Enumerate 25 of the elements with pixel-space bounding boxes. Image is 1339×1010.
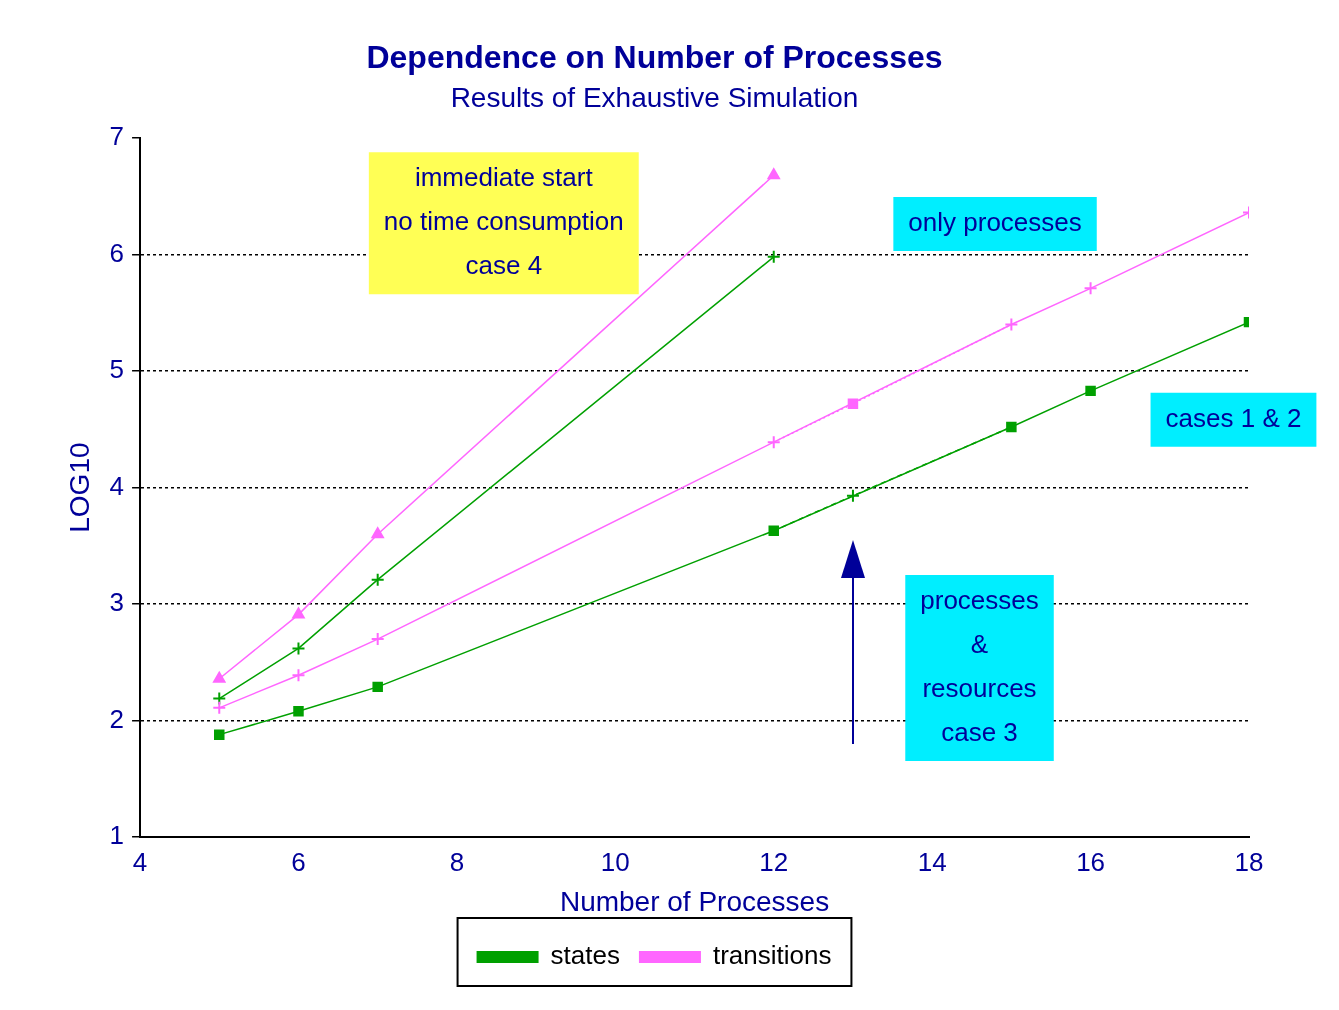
x-tick-label: 8 bbox=[449, 846, 465, 877]
x-tick-label: 6 bbox=[291, 846, 306, 877]
y-tick-label: 1 bbox=[109, 820, 125, 851]
annotation: immediate start no time consumption case 4 bbox=[383, 162, 624, 281]
y-tick-label: 3 bbox=[109, 587, 125, 618]
x-tick-label: 18 bbox=[1234, 846, 1264, 877]
y-tick-label: 4 bbox=[109, 470, 125, 501]
annotation: processes & resources case 3 bbox=[920, 585, 1039, 748]
annotation: cases 1 & 2 bbox=[1165, 402, 1302, 433]
x-tick-label: 12 bbox=[759, 846, 789, 877]
y-tick-label: 7 bbox=[109, 121, 125, 152]
y-tick-label: 2 bbox=[109, 703, 125, 734]
chart-subtitle: Results of Exhaustive Simulation bbox=[450, 81, 859, 113]
x-tick-label: 14 bbox=[917, 846, 947, 877]
y-axis-title: LOG10 bbox=[63, 442, 95, 533]
legend-label: transitions bbox=[712, 940, 832, 971]
x-tick-label: 16 bbox=[1076, 846, 1106, 877]
x-tick-label: 10 bbox=[600, 846, 630, 877]
x-axis-title: Number of Processes bbox=[559, 885, 830, 917]
x-tick-label: 4 bbox=[132, 846, 148, 877]
annotation: only processes bbox=[908, 207, 1082, 238]
legend-label: states bbox=[550, 940, 620, 971]
y-tick-label: 5 bbox=[109, 354, 125, 385]
y-tick-label: 6 bbox=[109, 237, 125, 268]
chart-title: Dependence on Number of Processes bbox=[366, 39, 943, 76]
